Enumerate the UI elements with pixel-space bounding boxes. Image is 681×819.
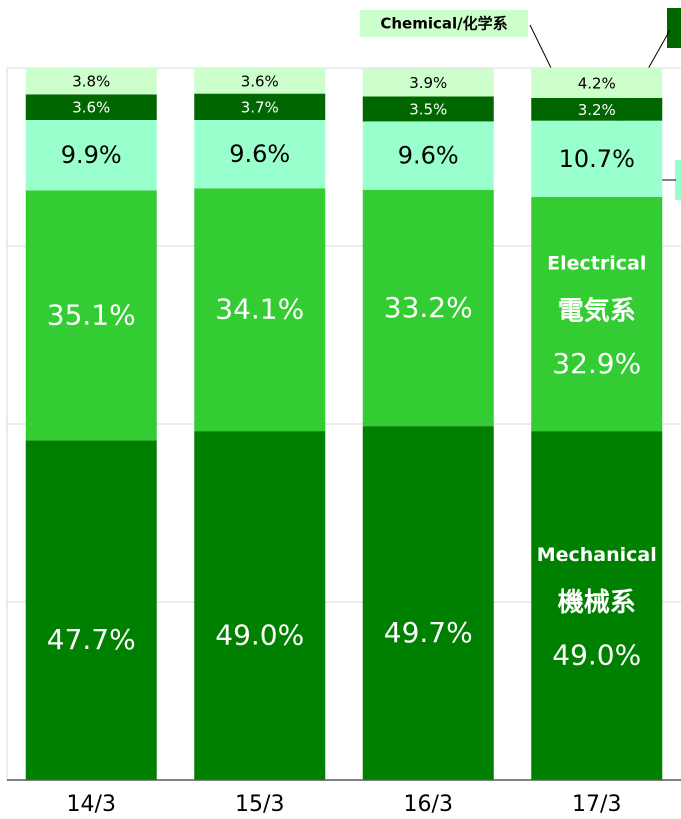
data-label: 3.6% xyxy=(241,72,279,90)
bar-segment xyxy=(362,68,494,97)
data-label: 3.8% xyxy=(72,72,110,90)
data-label: 49.7% xyxy=(384,616,473,649)
data-label: 3.7% xyxy=(241,98,279,116)
series-name-ja: 機械系 xyxy=(558,588,636,618)
bar-segment xyxy=(362,96,494,122)
bar-segment xyxy=(194,188,326,432)
bar-segment xyxy=(25,119,157,191)
data-label: 3.9% xyxy=(409,74,447,92)
data-label: 33.2% xyxy=(384,291,473,324)
bar-segment xyxy=(531,97,663,121)
bar-segment xyxy=(362,426,494,780)
series-name-ja: 電気系 xyxy=(558,295,636,326)
data-label: 4.2% xyxy=(578,74,616,92)
data-label: 49.0% xyxy=(552,639,641,672)
bar-segment xyxy=(194,119,326,189)
data-label: 9.6% xyxy=(398,142,459,170)
bar-segment xyxy=(25,190,157,441)
bar-segment xyxy=(362,189,494,427)
bar-segment xyxy=(531,68,663,98)
x-tick-label: 16/3 xyxy=(404,792,453,817)
bar-segment xyxy=(531,196,663,432)
bar-segment xyxy=(25,67,157,95)
series-name: Mechanical xyxy=(537,544,657,566)
legend-swatch xyxy=(675,160,681,200)
bar-segment xyxy=(531,431,663,780)
legend-swatch xyxy=(667,8,681,48)
x-tick-label: 17/3 xyxy=(572,792,621,817)
data-label: 9.6% xyxy=(229,140,290,168)
data-label: 47.7% xyxy=(47,623,136,656)
data-label: 32.9% xyxy=(552,347,641,380)
x-tick-label: 15/3 xyxy=(235,792,284,817)
bar-segment xyxy=(25,94,157,120)
bar-segment xyxy=(362,121,494,190)
data-label: 3.6% xyxy=(72,99,110,117)
bar-segment xyxy=(194,68,326,94)
data-label: 9.9% xyxy=(61,141,122,169)
data-label: 35.1% xyxy=(47,298,136,331)
bar-segment xyxy=(531,120,663,197)
bar-segment xyxy=(25,440,157,780)
chemical-label: Chemical/化学系 xyxy=(380,15,507,33)
data-label: 34.1% xyxy=(215,293,304,326)
data-label: 3.2% xyxy=(578,101,616,119)
annotation-box xyxy=(360,10,528,37)
data-label: 10.7% xyxy=(559,145,635,173)
data-label: 3.5% xyxy=(409,100,447,118)
data-label: 49.0% xyxy=(215,619,304,652)
series-name: Electrical xyxy=(547,252,646,274)
x-tick-label: 14/3 xyxy=(67,792,116,817)
bar-segment xyxy=(194,93,326,120)
bar-segment xyxy=(194,431,326,780)
